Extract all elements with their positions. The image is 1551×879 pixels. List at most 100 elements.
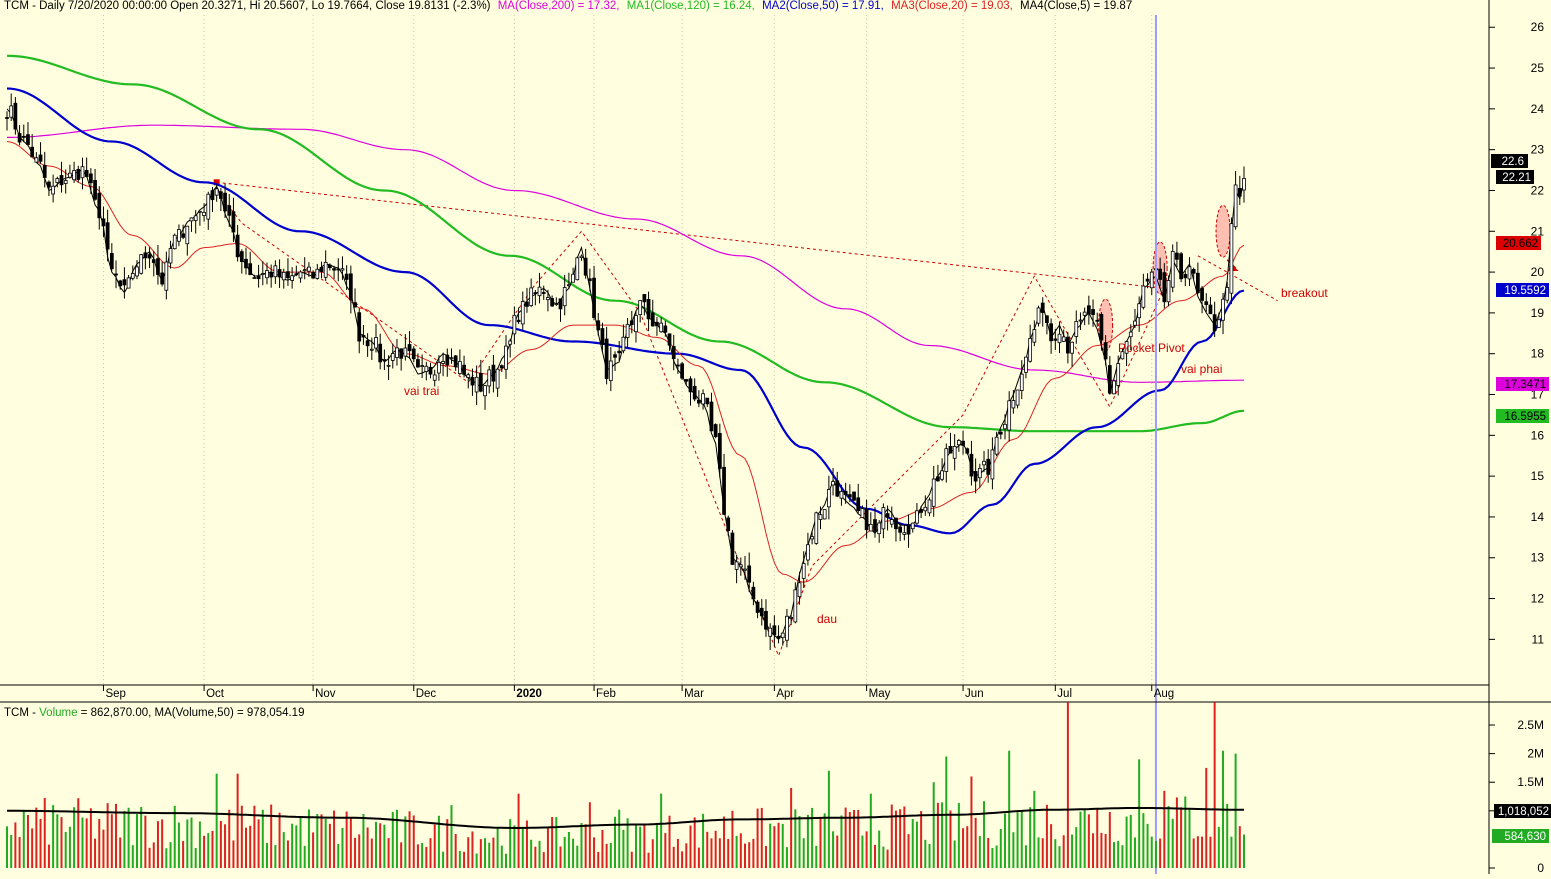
- candle[interactable]: [382, 359, 387, 361]
- candle[interactable]: [898, 526, 903, 533]
- volume-bar[interactable]: [479, 839, 482, 868]
- candle[interactable]: [525, 301, 529, 307]
- candle[interactable]: [541, 292, 546, 294]
- candle[interactable]: [906, 525, 911, 535]
- neckline-trendline[interactable]: [216, 181, 1165, 289]
- volume-bar[interactable]: [890, 804, 893, 868]
- candle[interactable]: [416, 359, 420, 368]
- volume-bar[interactable]: [639, 826, 642, 868]
- volume-bar[interactable]: [1041, 838, 1044, 868]
- volume-bar[interactable]: [1033, 790, 1036, 868]
- volume-bar[interactable]: [1029, 807, 1032, 868]
- volume-bar[interactable]: [60, 817, 63, 868]
- volume-bar[interactable]: [492, 837, 495, 868]
- volume-bar[interactable]: [232, 840, 235, 868]
- candle[interactable]: [470, 377, 475, 386]
- volume-bar[interactable]: [832, 831, 835, 868]
- volume-bar[interactable]: [119, 837, 122, 868]
- volume-bar[interactable]: [194, 848, 197, 868]
- candle[interactable]: [638, 300, 643, 316]
- candle[interactable]: [160, 272, 165, 285]
- candle[interactable]: [290, 275, 295, 281]
- candle[interactable]: [516, 319, 521, 323]
- candle[interactable]: [218, 191, 223, 199]
- volume-bar[interactable]: [651, 839, 654, 868]
- volume-bar[interactable]: [609, 842, 612, 868]
- volume-bar[interactable]: [286, 840, 289, 868]
- volume-bar[interactable]: [270, 804, 273, 868]
- candle[interactable]: [789, 616, 793, 619]
- volume-bar[interactable]: [1062, 835, 1065, 868]
- volume-bar[interactable]: [563, 836, 566, 868]
- volume-bar[interactable]: [542, 852, 545, 868]
- volume-bar[interactable]: [760, 807, 763, 868]
- volume-bar[interactable]: [1188, 809, 1191, 868]
- volume-bar[interactable]: [647, 852, 650, 868]
- candle[interactable]: [1015, 389, 1020, 406]
- volume-bar[interactable]: [442, 851, 445, 868]
- volume-bar[interactable]: [115, 803, 118, 868]
- candle[interactable]: [189, 217, 194, 222]
- volume-bar[interactable]: [190, 817, 193, 868]
- volume-bar[interactable]: [370, 838, 373, 868]
- candle[interactable]: [244, 258, 248, 269]
- volume-bar[interactable]: [823, 813, 826, 868]
- volume-bar[interactable]: [1024, 845, 1027, 868]
- volume-bar[interactable]: [131, 845, 134, 868]
- volume-bar[interactable]: [693, 817, 696, 868]
- candle[interactable]: [1103, 342, 1108, 360]
- candle[interactable]: [1061, 336, 1066, 342]
- candle[interactable]: [659, 322, 664, 333]
- candle[interactable]: [311, 272, 315, 279]
- volume-bar[interactable]: [903, 806, 906, 868]
- candle[interactable]: [118, 280, 123, 287]
- candle[interactable]: [915, 510, 919, 524]
- volume-bar[interactable]: [941, 802, 944, 868]
- candle[interactable]: [1040, 302, 1045, 313]
- candle[interactable]: [948, 445, 953, 454]
- candle[interactable]: [269, 271, 274, 278]
- volume-bar[interactable]: [307, 809, 310, 868]
- volume-bar[interactable]: [949, 810, 952, 868]
- volume-bar[interactable]: [240, 805, 243, 868]
- candle[interactable]: [281, 271, 286, 281]
- candle[interactable]: [973, 471, 978, 482]
- volume-bar[interactable]: [1113, 842, 1116, 868]
- volume-bar[interactable]: [576, 845, 579, 868]
- candle[interactable]: [1086, 305, 1091, 315]
- volume-bar[interactable]: [928, 843, 931, 868]
- candle[interactable]: [68, 172, 72, 178]
- candle[interactable]: [785, 615, 789, 641]
- volume-bar[interactable]: [534, 846, 537, 868]
- candle[interactable]: [621, 336, 626, 352]
- candle[interactable]: [1074, 321, 1079, 337]
- volume-bar[interactable]: [1133, 837, 1136, 868]
- volume-bar[interactable]: [43, 797, 46, 868]
- volume-bar[interactable]: [1129, 814, 1132, 868]
- candle[interactable]: [193, 215, 198, 221]
- candle[interactable]: [881, 507, 886, 530]
- candle[interactable]: [286, 271, 290, 279]
- candle[interactable]: [1032, 329, 1037, 343]
- volume-bar[interactable]: [546, 826, 549, 868]
- candle[interactable]: [298, 271, 303, 279]
- candle[interactable]: [1099, 314, 1104, 341]
- volume-bar[interactable]: [144, 815, 147, 868]
- candle[interactable]: [554, 303, 559, 305]
- volume-bar[interactable]: [123, 810, 126, 868]
- volume-bar[interactable]: [207, 833, 210, 868]
- candle[interactable]: [151, 259, 156, 263]
- candle[interactable]: [676, 364, 680, 367]
- candle[interactable]: [747, 565, 752, 583]
- volume-bar[interactable]: [907, 834, 910, 868]
- volume-bar[interactable]: [379, 823, 382, 868]
- volume-bar[interactable]: [224, 824, 227, 868]
- candle[interactable]: [998, 431, 1003, 435]
- volume-bar[interactable]: [802, 838, 805, 868]
- volume-bar[interactable]: [1050, 824, 1053, 868]
- candle[interactable]: [705, 397, 710, 405]
- candle[interactable]: [122, 279, 127, 286]
- candle[interactable]: [1053, 338, 1058, 341]
- candle[interactable]: [759, 607, 764, 617]
- candle[interactable]: [558, 298, 563, 310]
